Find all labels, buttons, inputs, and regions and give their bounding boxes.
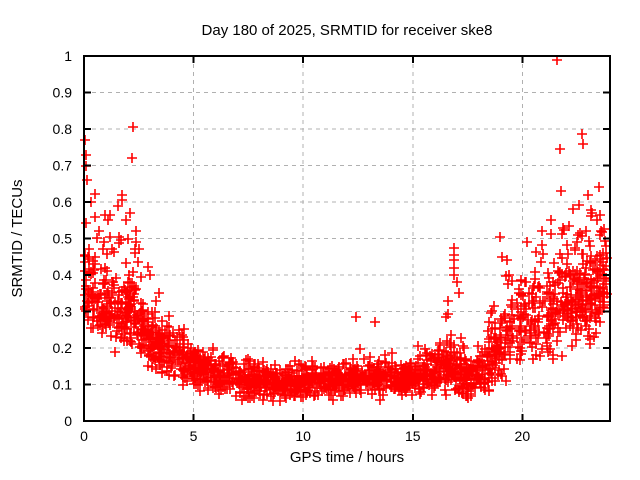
y-tick-label: 0.3 [53,303,73,319]
y-tick-label: 0.7 [53,157,73,173]
x-tick-label: 10 [295,428,311,444]
y-axis-label: SRMTID / TECUs [9,179,26,297]
y-tick-label: 0.8 [53,121,73,137]
y-tick-labels: 0 0.1 0.2 0.3 0.4 0.5 0.6 0.7 0.8 0.9 1 [53,48,73,429]
x-tick-label: 15 [405,428,421,444]
x-tick-label: 20 [515,428,531,444]
scatter-points [80,55,612,406]
chart-title: Day 180 of 2025, SRMTID for receiver ske… [202,22,493,39]
y-tick-label: 0 [64,413,72,429]
y-tick-label: 1 [64,48,72,64]
y-tick-label: 0.5 [53,230,73,246]
y-tick-label: 0.9 [53,84,73,100]
x-tick-labels: 0 5 10 15 20 [80,428,530,444]
x-tick-label: 0 [80,428,88,444]
y-tick-label: 0.6 [53,194,73,210]
axis-tick-marks [83,55,610,422]
x-axis-label: GPS time / hours [290,449,404,466]
y-tick-label: 0.1 [53,376,73,392]
y-tick-label: 0.4 [53,267,73,283]
x-tick-label: 5 [190,428,198,444]
y-tick-label: 0.2 [53,340,73,356]
